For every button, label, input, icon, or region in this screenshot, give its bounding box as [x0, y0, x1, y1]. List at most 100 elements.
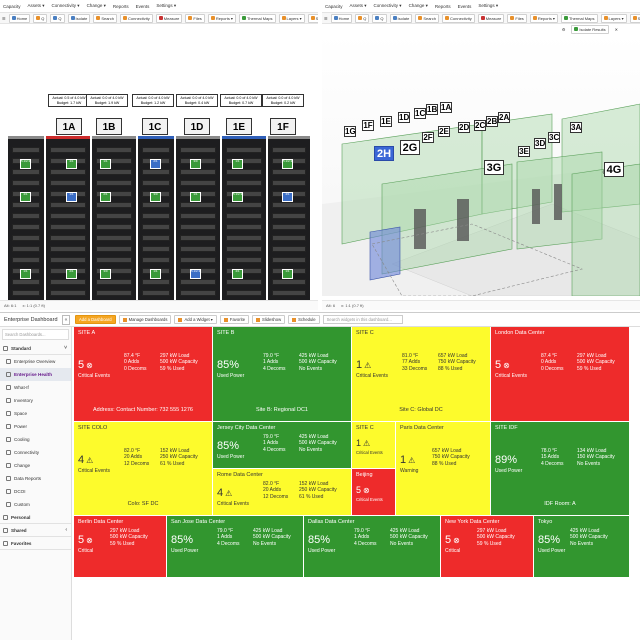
capacity-badge[interactable]: 5.1/2.3	[190, 269, 201, 279]
dashboard-title[interactable]: Enterprise Dashboard	[4, 316, 58, 323]
rack-label-1c[interactable]: 1C	[414, 108, 426, 119]
rack-unit[interactable]	[50, 257, 86, 263]
capacity-badge[interactable]: 2/1	[100, 192, 111, 202]
rack-unit[interactable]	[12, 235, 40, 241]
rack-unit[interactable]	[180, 180, 216, 186]
rack-unit[interactable]	[96, 279, 132, 285]
rack-unit[interactable]	[142, 213, 170, 219]
rack-unit[interactable]	[180, 246, 216, 252]
toolbar-button-2[interactable]: Q	[50, 13, 65, 23]
rack-cabinet[interactable]	[222, 136, 266, 304]
toolbar-button-8[interactable]: Reports ▾	[207, 13, 236, 23]
capacity-badge[interactable]: 4/1	[20, 192, 31, 202]
rack-unit[interactable]	[272, 235, 306, 241]
menu-item-5[interactable]: Events	[135, 3, 150, 9]
dashboard-button-1[interactable]: Manage Dashboards	[118, 315, 172, 324]
rack-unit[interactable]	[12, 169, 40, 175]
rack-label-1c[interactable]: 1C	[142, 118, 168, 135]
capacity-badge[interactable]: 3/0	[100, 269, 111, 279]
menu-item-0[interactable]: Capacity	[3, 3, 21, 9]
rack-unit[interactable]	[96, 213, 132, 219]
rack-unit[interactable]	[272, 290, 306, 296]
widget-search-input[interactable]: Search widgets in this dashboard...	[322, 315, 403, 324]
rack-unit[interactable]	[180, 224, 216, 230]
menu-item-1[interactable]: Assets ▾	[349, 3, 367, 8]
rack-unit[interactable]	[272, 224, 306, 230]
rack-elevation-canvas[interactable]: 1A Actual: 0.5 of 4.0 kW Budget: 1.7 kW 1B A…	[0, 24, 318, 304]
rack-unit[interactable]	[226, 290, 262, 296]
toolbar-button-6[interactable]: Measure	[477, 13, 505, 23]
rack-unit[interactable]	[142, 147, 170, 153]
rack-unit[interactable]	[12, 224, 40, 230]
rack-unit[interactable]	[180, 257, 216, 263]
dashboard-search-input[interactable]: Search Dashboards...	[2, 329, 69, 340]
toolbar-button-8[interactable]: Reports ▾	[529, 13, 558, 23]
menu-item-4[interactable]: Reports	[112, 3, 129, 9]
rack-label-2e[interactable]: 2E	[438, 126, 450, 137]
rack-label-2d[interactable]: 2D	[458, 122, 470, 133]
rack-unit[interactable]	[12, 180, 40, 186]
rack-unit[interactable]	[142, 257, 170, 263]
toolbar-button-6[interactable]: Measure	[155, 13, 183, 23]
rack-unit[interactable]	[272, 246, 306, 252]
settings-icon[interactable]: ⚙	[561, 26, 566, 32]
rack-unit[interactable]	[272, 213, 306, 219]
site-tile[interactable]: SITE C 1 ⚠ Critical Events	[352, 422, 395, 468]
rack-label-3e[interactable]: 3E	[518, 146, 530, 157]
capacity-badge[interactable]: 1/1	[20, 269, 31, 279]
sidebar-item-shared[interactable]: Shared ‹	[0, 524, 71, 537]
capacity-badge[interactable]: 4/1	[232, 269, 243, 279]
rack-label-3g[interactable]: 3G	[484, 160, 504, 175]
rack-unit[interactable]	[142, 279, 170, 285]
rack-label-1b[interactable]: 1B	[426, 104, 438, 115]
site-tile[interactable]: SITE A 5 ⊗ Critical Events 87.4 °F 0 Adds 0 De…	[74, 327, 212, 421]
rack-unit[interactable]	[180, 147, 216, 153]
rack-unit[interactable]	[50, 213, 86, 219]
sidebar-item-connectivity[interactable]: Connectivity	[0, 446, 71, 459]
toolbar-button-4[interactable]: Search	[415, 13, 439, 23]
menu-item-6[interactable]: Settings ▾	[478, 3, 499, 8]
chevron-icon[interactable]: ‹	[65, 527, 67, 533]
isolate-results-button[interactable]: Isolate Results	[571, 24, 609, 34]
toolbar-button-3[interactable]: Isolate	[67, 13, 91, 23]
rack-unit[interactable]	[226, 246, 262, 252]
rack-unit[interactable]	[96, 191, 132, 197]
capacity-badge[interactable]: 5.1/2.3	[232, 192, 243, 202]
toolbar-button-10[interactable]: Layers ▾	[278, 13, 305, 23]
rack-label-1a[interactable]: 1A	[440, 102, 452, 113]
capacity-badge[interactable]: 2/1	[66, 269, 77, 279]
capacity-badge[interactable]: 1/1	[190, 192, 201, 202]
rack-label-2a[interactable]: 2A	[498, 112, 510, 123]
sidebar-item-personal[interactable]: Personal	[0, 511, 71, 524]
rack-unit[interactable]	[226, 202, 262, 208]
rack-unit[interactable]	[272, 279, 306, 285]
toolbar-button-5[interactable]: Connectivity	[442, 13, 475, 23]
rack-unit[interactable]	[96, 246, 132, 252]
site-tile[interactable]: Beijing 5 ⊗ Critical Events	[352, 469, 395, 515]
sidebar-item-cooling[interactable]: Cooling	[0, 433, 71, 446]
close-icon[interactable]: ✕	[614, 26, 618, 32]
dashboard-button-0[interactable]: Add a Dashboard	[75, 315, 116, 324]
collapse-sidebar-button[interactable]: «	[62, 314, 70, 325]
site-tile[interactable]: Dallas Data Center 85% Used Power 79.0 °F 1 …	[304, 516, 440, 577]
rack-label-2f[interactable]: 2F	[422, 132, 434, 143]
rack-unit[interactable]	[226, 279, 262, 285]
sidebar-item-custom[interactable]: Custom	[0, 498, 71, 511]
toolbar-button-11[interactable]: Settings	[629, 13, 640, 23]
rack-unit[interactable]	[142, 202, 170, 208]
site-tile[interactable]: New York Data Center 5 ⊗ Critical 297 kW Loa…	[441, 516, 533, 577]
rack-unit[interactable]	[180, 202, 216, 208]
rack-label-1g[interactable]: 1G	[344, 126, 356, 137]
site-tile[interactable]: Jersey City Data Center 85% Used Power 79.0…	[213, 422, 351, 468]
rack-label-1d[interactable]: 1D	[184, 118, 210, 135]
menu-toggle-icon[interactable]: ☰	[324, 15, 328, 21]
rack-cabinet[interactable]	[92, 136, 136, 304]
rack-unit[interactable]	[272, 169, 306, 175]
rack-unit[interactable]	[226, 257, 262, 263]
site-tile[interactable]: SITE C 1 ⚠ Critical Events 81.0 °F 77 Adds 33 …	[352, 327, 490, 421]
menu-item-6[interactable]: Settings ▾	[156, 3, 177, 8]
capacity-badge[interactable]: 3/0	[190, 159, 201, 169]
rack-unit[interactable]	[142, 290, 170, 296]
sidebar-item-enterprise-health[interactable]: Enterprise Health	[0, 368, 71, 381]
rack-unit[interactable]	[96, 202, 132, 208]
